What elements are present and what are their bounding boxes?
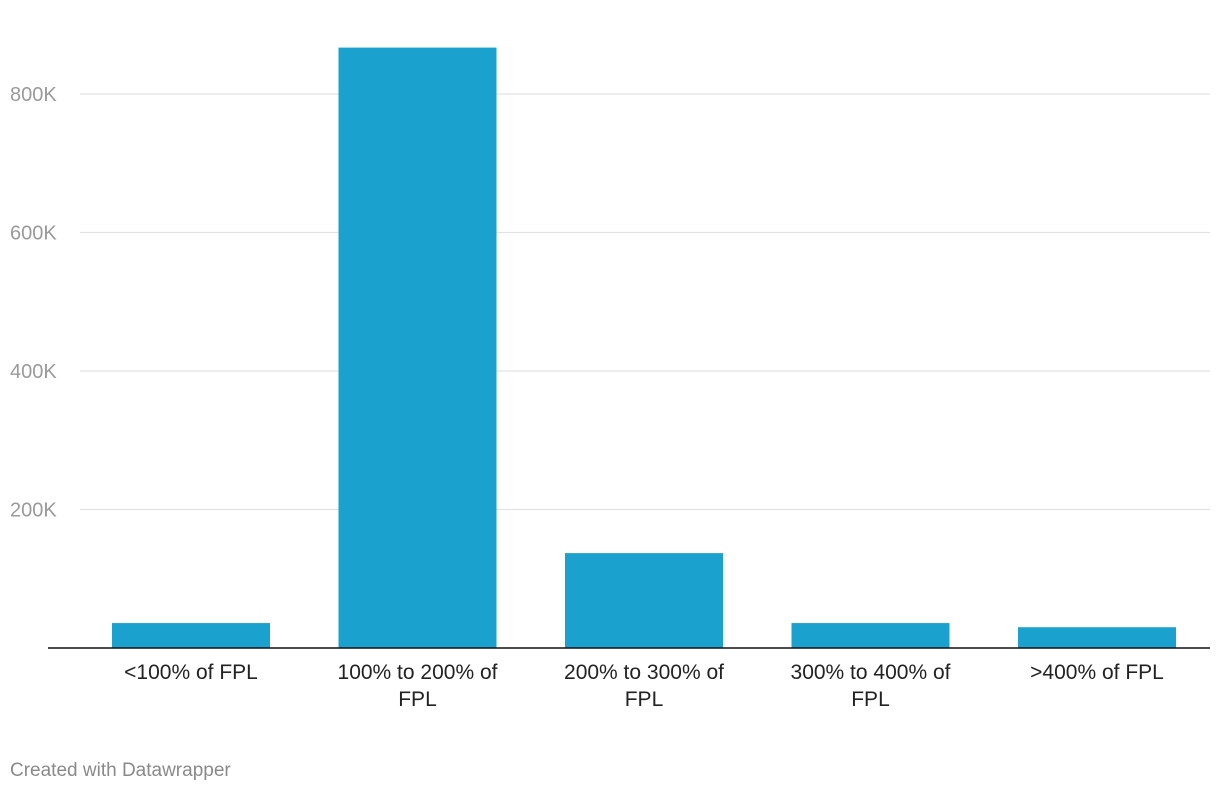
bar: [791, 623, 950, 648]
y-tick-label: 600K: [10, 223, 57, 245]
gridlines: 200K 400K 600K 800K: [10, 84, 1210, 522]
x-category-label: FPL: [398, 688, 437, 711]
bar: [338, 47, 497, 649]
x-category-label: 300% to 400% of: [791, 661, 951, 684]
bar: [112, 623, 270, 648]
bars: [112, 47, 1176, 649]
x-axis-labels: <100% of FPL 100% to 200% of FPL 200% to 30…: [124, 661, 1164, 711]
bar: [1018, 627, 1176, 648]
y-tick-label: 200K: [10, 500, 57, 522]
credit-text: Created with Datawrapper: [10, 760, 231, 781]
bar: [565, 553, 723, 648]
x-category-label: 100% to 200% of: [338, 661, 498, 684]
x-category-label: >400% of FPL: [1030, 661, 1164, 684]
x-category-label: FPL: [851, 688, 890, 711]
y-tick-label: 800K: [10, 84, 57, 106]
bar-chart: 200K 400K 600K 800K <100% of FPL 100% to 200…: [10, 47, 1210, 711]
x-category-label: FPL: [625, 688, 664, 711]
x-category-label: 200% to 300% of: [564, 661, 724, 684]
y-tick-label: 400K: [10, 361, 57, 383]
x-category-label: <100% of FPL: [124, 661, 258, 684]
